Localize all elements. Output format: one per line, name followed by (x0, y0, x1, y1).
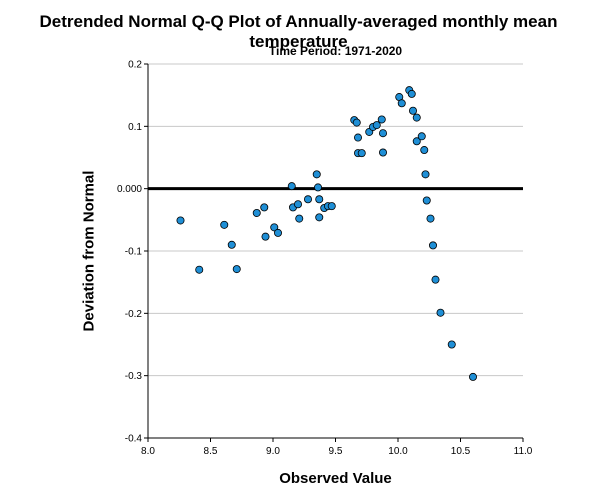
y-tick-label-3: -0.1 (125, 247, 143, 258)
data-point-32 (378, 148, 387, 157)
data-points (176, 86, 477, 381)
data-point-12 (293, 200, 302, 209)
data-point-40 (417, 132, 426, 141)
data-point-26 (357, 149, 366, 158)
gridlines (148, 63, 523, 439)
data-point-24 (353, 133, 362, 142)
data-point-18 (315, 213, 324, 222)
data-point-5 (252, 208, 261, 217)
data-point-6 (260, 203, 269, 212)
x-tick-label-2: 9.0 (266, 446, 280, 457)
y-tick-label-4: 0.000 (117, 184, 142, 195)
x-tick-label-4: 10.0 (388, 446, 408, 457)
chart-title: Detrended Normal Q-Q Plot of Annually-av… (39, 12, 558, 51)
data-point-0 (176, 216, 185, 225)
x-tick-label-0: 8.0 (141, 446, 155, 457)
data-point-36 (407, 89, 416, 98)
y-tick-label-0: -0.4 (125, 434, 143, 445)
data-point-30 (377, 115, 386, 124)
data-point-10 (287, 182, 296, 191)
data-point-21 (327, 202, 336, 211)
data-point-45 (428, 241, 437, 250)
axes (144, 63, 524, 442)
y-tick-label-5: 0.1 (128, 122, 142, 133)
data-point-37 (408, 106, 417, 115)
x-tick-label-6: 11.0 (514, 446, 533, 457)
x-tick-label-1: 8.5 (204, 446, 218, 457)
data-point-43 (422, 196, 431, 205)
y-tick-labels: -0.4 -0.3 -0.2 -0.1 0.000 0.1 0.2 (117, 60, 142, 445)
x-tick-label-5: 10.5 (451, 446, 471, 457)
data-point-8 (270, 223, 279, 232)
y-tick-label-1: -0.3 (125, 371, 143, 382)
data-point-16 (313, 183, 322, 192)
data-point-31 (378, 129, 387, 138)
data-point-48 (447, 340, 456, 349)
data-point-23 (352, 118, 361, 127)
data-point-4 (232, 265, 241, 274)
chart-subtitle: Time Period: 1971-2020 (268, 44, 403, 58)
data-point-44 (426, 214, 435, 223)
y-tick-label-6: 0.2 (128, 60, 142, 71)
data-point-15 (312, 170, 321, 179)
data-point-7 (261, 232, 270, 241)
data-point-41 (420, 146, 429, 155)
data-point-17 (315, 195, 324, 204)
data-point-13 (295, 214, 304, 223)
data-point-14 (303, 195, 312, 204)
data-point-29 (372, 121, 381, 130)
data-point-9 (273, 228, 282, 237)
data-point-49 (468, 372, 477, 381)
y-tick-label-2: -0.2 (125, 309, 143, 320)
data-point-34 (397, 99, 406, 108)
data-point-47 (436, 308, 445, 317)
data-point-39 (412, 137, 421, 146)
x-tick-labels: 8.0 8.5 9.0 9.5 10.0 10.5 11.0 (141, 446, 533, 457)
data-point-2 (220, 220, 229, 229)
x-tick-label-3: 9.5 (329, 446, 343, 457)
data-point-46 (431, 275, 440, 284)
x-axis-label: Observed Value (279, 470, 392, 487)
data-point-3 (227, 240, 236, 249)
data-point-38 (412, 113, 421, 122)
data-point-42 (421, 170, 430, 179)
data-point-1 (195, 265, 204, 274)
